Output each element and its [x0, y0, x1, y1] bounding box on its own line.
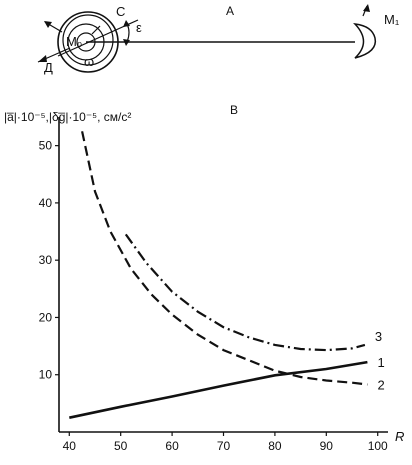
y-axis-label: |a̅|·10⁻⁵,|δg̅|·10⁻⁵, см/с² [4, 110, 131, 124]
x-tick-label: 80 [268, 439, 282, 453]
series-layer: 1 2 3 [69, 131, 385, 419]
x-tick-label: 90 [320, 439, 334, 453]
x-tick-label: 40 [63, 439, 77, 453]
inner-arrow [91, 25, 101, 35]
series-label-1: 1 [377, 355, 384, 370]
series-line-2 [81, 131, 368, 386]
x-tick-label: 70 [217, 439, 231, 453]
label-m1: M₁ [384, 12, 400, 27]
epsilon-arc-head-top [123, 20, 130, 27]
label-d: Д [44, 60, 53, 75]
panel-label-a: A [226, 4, 234, 18]
x-tick-label: 60 [165, 439, 179, 453]
middle-orbit-ring [62, 14, 114, 66]
moon-arrow-head [363, 4, 370, 12]
y-tick-label: 20 [39, 310, 53, 324]
series-label-3: 3 [375, 329, 382, 344]
epsilon-arc-head-bottom [123, 39, 130, 46]
x-tick-label: 100 [368, 439, 388, 453]
series-line-1 [69, 360, 368, 419]
y-tick-label: 10 [39, 368, 53, 382]
arrow-upper-left-head [44, 21, 52, 28]
panel-label-b: B [230, 103, 238, 117]
series-label-2: 2 [377, 377, 384, 392]
x-ticks: 40 50 60 70 80 90 100 [63, 432, 388, 453]
moon-crescent [353, 23, 377, 59]
x-axis-label: R [395, 429, 404, 444]
series-line-3 [124, 233, 366, 352]
label-m0: M₀ [66, 34, 82, 49]
schematic-diagram: A M₀ C ε Д ω M₁ [37, 4, 400, 75]
y-tick-label: 40 [39, 196, 53, 210]
arrow-d-head [38, 55, 47, 62]
label-epsilon: ε [136, 20, 142, 35]
label-c: C [116, 4, 125, 19]
y-tick-label: 50 [39, 139, 53, 153]
chart: B |a̅|·10⁻⁵,|δg̅|·10⁻⁵, см/с² R 40 50 60 70… [4, 103, 404, 453]
label-omega: ω [84, 54, 94, 69]
y-tick-label: 30 [39, 253, 53, 267]
y-ticks: 10 20 30 40 50 [39, 139, 59, 382]
x-tick-label: 50 [114, 439, 128, 453]
